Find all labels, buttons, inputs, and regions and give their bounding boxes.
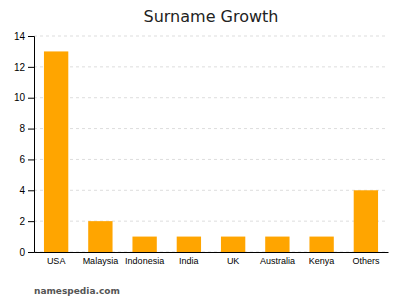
x-tick: UK bbox=[227, 256, 240, 266]
plot: 0 2 4 6 8 10 12 14 USA Malaysia Indonesia India UK Au… bbox=[14, 31, 389, 267]
chart: 0 2 4 6 8 10 12 14 USA Malaysia Indonesia India UK Au… bbox=[0, 0, 400, 300]
y-tick-label: 10 bbox=[14, 92, 26, 103]
bar bbox=[221, 237, 245, 252]
y-tick: 10 bbox=[14, 92, 34, 103]
x-tick: Indonesia bbox=[125, 256, 164, 266]
grid-line bbox=[34, 190, 388, 191]
y-tick: 4 bbox=[19, 185, 34, 196]
y-tick-label: 6 bbox=[19, 154, 25, 165]
bar bbox=[88, 221, 112, 252]
bar bbox=[44, 51, 68, 252]
y-tick-mark bbox=[28, 252, 34, 253]
grid bbox=[34, 36, 388, 252]
y-axis: 0 2 4 6 8 10 12 14 bbox=[14, 31, 35, 258]
y-tick: 8 bbox=[19, 123, 34, 134]
x-tick-label: India bbox=[179, 256, 199, 266]
y-tick-label: 8 bbox=[19, 123, 25, 134]
y-tick-label: 0 bbox=[19, 247, 25, 258]
y-tick-mark bbox=[28, 190, 34, 191]
x-tick-label: Indonesia bbox=[125, 256, 164, 266]
x-tick: Australia bbox=[260, 256, 295, 266]
y-tick: 0 bbox=[19, 247, 34, 258]
grid-line bbox=[34, 159, 388, 160]
y-tick-mark bbox=[28, 129, 34, 130]
y-tick-mark bbox=[28, 67, 34, 68]
x-tick-label: USA bbox=[47, 256, 66, 266]
y-tick-mark bbox=[28, 159, 34, 160]
y-tick-mark bbox=[28, 36, 34, 37]
y-tick: 14 bbox=[14, 31, 34, 42]
grid-line bbox=[34, 221, 388, 222]
x-tick-label: Kenya bbox=[309, 256, 335, 266]
y-axis-line bbox=[28, 37, 35, 253]
x-axis: USA Malaysia Indonesia India UK Australia Keny… bbox=[35, 253, 389, 267]
watermark: namespedia.com bbox=[34, 286, 120, 296]
bar bbox=[265, 237, 289, 252]
y-tick-label: 2 bbox=[19, 216, 25, 227]
y-tick-label: 12 bbox=[14, 62, 26, 73]
y-tick-label: 14 bbox=[14, 31, 26, 42]
grid-line bbox=[34, 252, 388, 253]
grid-line bbox=[34, 66, 388, 67]
y-tick-label: 4 bbox=[19, 185, 25, 196]
x-tick-label: Others bbox=[352, 256, 380, 266]
x-tick: Kenya bbox=[309, 256, 335, 266]
title: Surname Growth bbox=[144, 7, 279, 26]
y-tick: 2 bbox=[19, 216, 34, 227]
bar bbox=[177, 237, 201, 252]
y-tick: 12 bbox=[14, 62, 34, 73]
grid-line bbox=[34, 36, 388, 37]
bar bbox=[309, 237, 333, 252]
grid-line bbox=[34, 128, 388, 129]
x-tick: Malaysia bbox=[83, 256, 119, 266]
grid-line bbox=[34, 97, 388, 98]
bar bbox=[132, 237, 156, 252]
bars bbox=[44, 51, 378, 252]
x-axis-line bbox=[35, 252, 389, 253]
y-tick-mark bbox=[28, 221, 34, 222]
x-tick: India bbox=[179, 256, 199, 266]
x-tick: USA bbox=[47, 256, 66, 266]
x-tick: Others bbox=[352, 256, 380, 266]
y-tick: 6 bbox=[19, 154, 34, 165]
bar bbox=[354, 190, 378, 252]
x-tick-label: Australia bbox=[260, 256, 295, 266]
x-tick-label: Malaysia bbox=[83, 256, 119, 266]
y-tick-mark bbox=[28, 98, 34, 99]
x-tick-label: UK bbox=[227, 256, 240, 266]
